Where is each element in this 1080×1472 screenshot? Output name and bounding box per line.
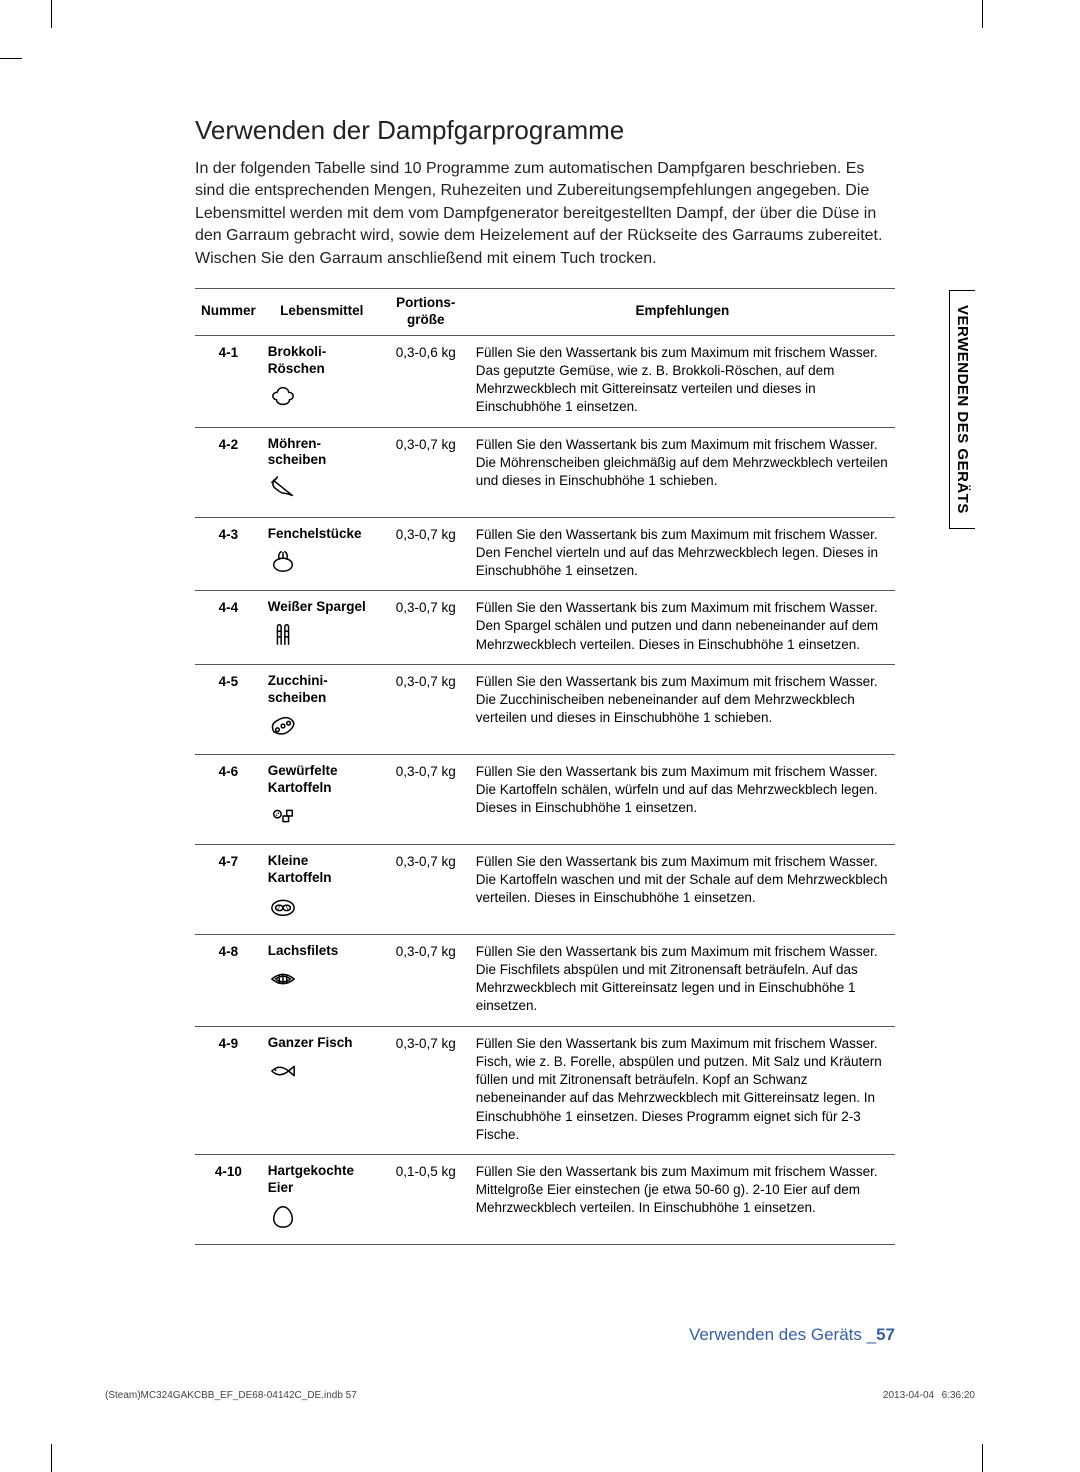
- cell-number: 4-5: [195, 664, 262, 754]
- page-content: Verwenden der Dampfgarprogramme In der f…: [195, 115, 895, 1245]
- side-tab: VERWENDEN DES GERÄTS: [949, 290, 975, 529]
- diced-icon: [268, 803, 376, 834]
- food-name: Möhren-scheiben: [268, 436, 376, 470]
- cell-recommendation: Füllen Sie den Wassertank bis zum Maximu…: [470, 591, 895, 665]
- small-pot-icon: [268, 893, 376, 924]
- table-row: 4-1Brokkoli-Röschen0,3-0,6 kgFüllen Sie …: [195, 335, 895, 427]
- cell-size: 0,3-0,7 kg: [382, 754, 470, 844]
- cell-size: 0,3-0,7 kg: [382, 1026, 470, 1154]
- cell-recommendation: Füllen Sie den Wassertank bis zum Maximu…: [470, 844, 895, 934]
- food-name: GewürfelteKartoffeln: [268, 763, 376, 797]
- cell-number: 4-7: [195, 844, 262, 934]
- cell-number: 4-9: [195, 1026, 262, 1154]
- cell-size: 0,3-0,7 kg: [382, 844, 470, 934]
- cell-food: HartgekochteEier: [262, 1154, 382, 1244]
- cell-recommendation: Füllen Sie den Wassertank bis zum Maximu…: [470, 1026, 895, 1154]
- page-title: Verwenden der Dampfgarprogramme: [195, 115, 895, 146]
- table-row: 4-10HartgekochteEier0,1-0,5 kgFüllen Sie…: [195, 1154, 895, 1244]
- program-table: Nummer Lebensmittel Portions-größe Empfe…: [195, 288, 895, 1245]
- cell-food: Zucchini-scheiben: [262, 664, 382, 754]
- cell-size: 0,3-0,7 kg: [382, 517, 470, 591]
- table-row: 4-2Möhren-scheiben0,3-0,7 kgFüllen Sie d…: [195, 427, 895, 517]
- cell-recommendation: Füllen Sie den Wassertank bis zum Maximu…: [470, 427, 895, 517]
- food-name: Lachsfilets: [268, 943, 376, 960]
- cell-size: 0,3-0,7 kg: [382, 427, 470, 517]
- food-name: HartgekochteEier: [268, 1163, 376, 1197]
- broccoli-icon: [268, 383, 376, 414]
- asparagus-icon: [268, 622, 376, 653]
- cell-size: 0,3-0,7 kg: [382, 591, 470, 665]
- food-name: Brokkoli-Röschen: [268, 344, 376, 378]
- cell-size: 0,3-0,7 kg: [382, 934, 470, 1026]
- col-header-rec: Empfehlungen: [470, 288, 895, 335]
- table-row: 4-8 Lachsfilets 0,3-0,7 kgFüllen Sie den W…: [195, 934, 895, 1026]
- food-name: Zucchini-scheiben: [268, 673, 376, 707]
- table-row: 4-6GewürfelteKartoffeln0,3-0,7 kgFüllen …: [195, 754, 895, 844]
- cell-food: Möhren-scheiben: [262, 427, 382, 517]
- cell-food: GewürfelteKartoffeln: [262, 754, 382, 844]
- cell-food: Brokkoli-Röschen: [262, 335, 382, 427]
- table-row: 4-4 Weißer Spargel 0,3-0,7 kgFüllen Sie de…: [195, 591, 895, 665]
- cell-recommendation: Füllen Sie den Wassertank bis zum Maximu…: [470, 335, 895, 427]
- imprint-left: (Steam)MC324GAKCBB_EF_DE68-04142C_DE.ind…: [105, 1390, 357, 1401]
- cell-size: 0,1-0,5 kg: [382, 1154, 470, 1244]
- cell-recommendation: Füllen Sie den Wassertank bis zum Maximu…: [470, 1154, 895, 1244]
- table-row: 4-5Zucchini-scheiben0,3-0,7 kgFüllen Sie…: [195, 664, 895, 754]
- fillet-icon: [268, 966, 376, 997]
- carrot-icon: [268, 475, 376, 506]
- col-header-number: Nummer: [195, 288, 262, 335]
- imprint-right: 2013-04-04 6:36:20: [883, 1390, 975, 1401]
- cell-number: 4-2: [195, 427, 262, 517]
- footer-text: Verwenden des Geräts _: [689, 1325, 876, 1344]
- food-name: Ganzer Fisch: [268, 1035, 376, 1052]
- cell-size: 0,3-0,7 kg: [382, 664, 470, 754]
- cell-number: 4-4: [195, 591, 262, 665]
- cell-food: KleineKartoffeln: [262, 844, 382, 934]
- table-row: 4-9 Ganzer Fisch 0,3-0,7 kgFüllen Sie den …: [195, 1026, 895, 1154]
- cell-number: 4-10: [195, 1154, 262, 1244]
- cell-recommendation: Füllen Sie den Wassertank bis zum Maximu…: [470, 934, 895, 1026]
- cell-recommendation: Füllen Sie den Wassertank bis zum Maximu…: [470, 754, 895, 844]
- fish-icon: [268, 1058, 376, 1089]
- zucchini-icon: [268, 713, 376, 744]
- food-name: Fenchelstücke: [268, 526, 376, 543]
- cell-food: Lachsfilets: [262, 934, 382, 1026]
- col-header-size: Portions-größe: [382, 288, 470, 335]
- cell-number: 4-8: [195, 934, 262, 1026]
- footer-page: 57: [876, 1325, 895, 1344]
- table-header-row: Nummer Lebensmittel Portions-größe Empfe…: [195, 288, 895, 335]
- table-row: 4-3 Fenchelstücke 0,3-0,7 kgFüllen Sie den…: [195, 517, 895, 591]
- cell-recommendation: Füllen Sie den Wassertank bis zum Maximu…: [470, 517, 895, 591]
- cell-number: 4-3: [195, 517, 262, 591]
- fennel-icon: [268, 548, 376, 579]
- cell-number: 4-6: [195, 754, 262, 844]
- cell-food: Fenchelstücke: [262, 517, 382, 591]
- footer-section: Verwenden des Geräts _57: [689, 1325, 895, 1345]
- cell-food: Weißer Spargel: [262, 591, 382, 665]
- col-header-food: Lebensmittel: [262, 288, 382, 335]
- cell-size: 0,3-0,6 kg: [382, 335, 470, 427]
- intro-text: In der folgenden Tabelle sind 10 Program…: [195, 158, 895, 270]
- egg-icon: [268, 1203, 376, 1234]
- food-name: KleineKartoffeln: [268, 853, 376, 887]
- cell-recommendation: Füllen Sie den Wassertank bis zum Maximu…: [470, 664, 895, 754]
- table-row: 4-7KleineKartoffeln0,3-0,7 kgFüllen Sie …: [195, 844, 895, 934]
- food-name: Weißer Spargel: [268, 599, 376, 616]
- cell-number: 4-1: [195, 335, 262, 427]
- cell-food: Ganzer Fisch: [262, 1026, 382, 1154]
